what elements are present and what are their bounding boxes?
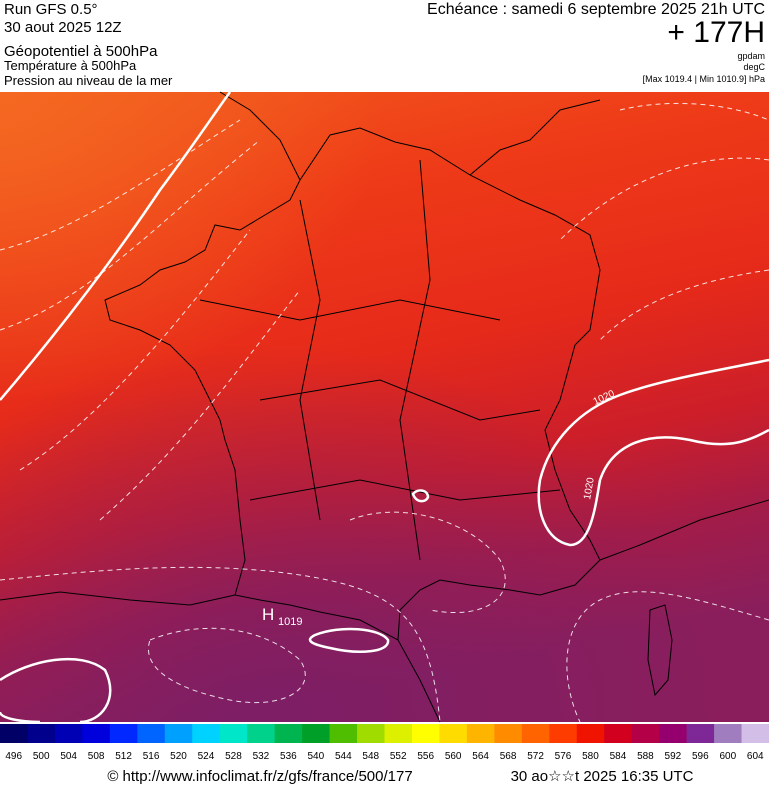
color-scale: 496 500 504 508 512 516 520 524 528 532 536 540 544 5… xyxy=(0,724,769,762)
scale-label: 548 xyxy=(362,751,379,762)
color-swatch xyxy=(274,724,303,743)
scale-label: 604 xyxy=(747,751,764,762)
scale-label: 516 xyxy=(143,751,160,762)
color-swatch xyxy=(357,724,385,743)
color-swatch xyxy=(109,724,138,743)
high-value: 1019 xyxy=(278,616,302,628)
color-swatch xyxy=(576,724,605,743)
color-swatch xyxy=(521,724,550,743)
color-swatch xyxy=(631,724,660,743)
scale-label: 588 xyxy=(637,751,654,762)
scale-label: 592 xyxy=(665,751,682,762)
color-swatch xyxy=(686,724,715,743)
color-swatch xyxy=(137,724,166,743)
scale-label: 572 xyxy=(527,751,544,762)
unit: gpdam xyxy=(737,51,765,61)
scale-label: 600 xyxy=(719,751,736,762)
scale-label: 576 xyxy=(555,751,572,762)
color-swatch xyxy=(741,724,769,743)
color-swatch xyxy=(411,724,440,743)
scale-label: 544 xyxy=(335,751,352,762)
scale-label: 584 xyxy=(610,751,627,762)
valid-time: Echéance : samedi 6 septembre 2025 21h U… xyxy=(427,1,765,18)
color-swatch xyxy=(466,724,495,743)
scale-label: 532 xyxy=(253,751,270,762)
high-marker: H xyxy=(262,605,274,624)
run: Run GFS 0.5° xyxy=(4,1,98,18)
scale-label: 536 xyxy=(280,751,297,762)
scale-label: 556 xyxy=(417,751,434,762)
layer: Température à 500hPa xyxy=(4,58,137,73)
scale-label: 564 xyxy=(472,751,489,762)
color-swatch xyxy=(439,724,468,743)
color-swatch xyxy=(0,724,28,743)
lead-time: + 177H xyxy=(667,16,765,49)
color-swatch xyxy=(659,724,688,743)
color-swatch xyxy=(54,724,83,743)
color-swatch xyxy=(714,724,743,743)
color-swatch xyxy=(164,724,193,743)
color-swatch xyxy=(494,724,523,743)
layer: Géopotentiel à 500hPa xyxy=(4,43,158,60)
scale-label: 512 xyxy=(115,751,132,762)
scale-label: 496 xyxy=(5,751,22,762)
run-date: 30 aout 2025 12Z xyxy=(4,19,122,36)
scale-label: 528 xyxy=(225,751,242,762)
color-swatch xyxy=(219,724,248,743)
scale-label: 508 xyxy=(88,751,105,762)
map: 1020 1020 H 1019 xyxy=(0,91,769,724)
color-swatch xyxy=(384,724,413,743)
scale-label: 568 xyxy=(500,751,517,762)
color-swatch xyxy=(302,724,331,743)
scale-label: 552 xyxy=(390,751,407,762)
scale-label: 524 xyxy=(198,751,215,762)
color-swatch xyxy=(549,724,578,743)
scale-label: 520 xyxy=(170,751,187,762)
scale-label: 500 xyxy=(33,751,50,762)
scale-label: 596 xyxy=(692,751,709,762)
scale-label: 540 xyxy=(307,751,324,762)
unit: degC xyxy=(743,62,765,72)
color-swatch xyxy=(192,724,221,743)
timestamp: 30 ao☆☆t 2025 16:35 UTC xyxy=(511,768,694,785)
color-swatch xyxy=(247,724,276,743)
color-swatch xyxy=(604,724,633,743)
layer: Pression au niveau de la mer xyxy=(4,73,173,88)
pressure-range: [Max 1019.4 | Min 1010.9] hPa xyxy=(643,74,765,84)
scale-label: 504 xyxy=(60,751,77,762)
scale-label: 580 xyxy=(582,751,599,762)
color-swatch xyxy=(27,724,56,743)
source: © http://www.infoclimat.fr/z/gfs/france/… xyxy=(107,768,412,785)
color-swatch xyxy=(82,724,111,743)
scale-label: 560 xyxy=(445,751,462,762)
color-swatch xyxy=(329,724,358,743)
isobar-label: 1020 xyxy=(582,476,597,500)
